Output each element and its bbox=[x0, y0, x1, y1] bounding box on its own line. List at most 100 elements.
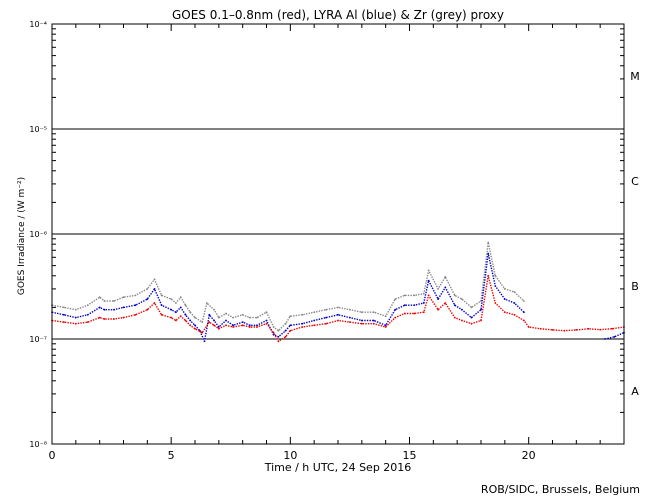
data-point bbox=[232, 324, 235, 327]
data-point bbox=[206, 302, 208, 304]
data-point bbox=[194, 327, 196, 330]
data-point bbox=[203, 340, 206, 343]
data-point bbox=[63, 313, 65, 316]
data-point bbox=[160, 294, 163, 297]
data-point bbox=[189, 319, 192, 322]
series-points bbox=[51, 274, 625, 343]
data-point bbox=[201, 331, 204, 334]
data-point bbox=[453, 316, 456, 319]
data-point bbox=[461, 298, 463, 300]
data-point bbox=[175, 311, 177, 314]
data-point bbox=[86, 304, 89, 307]
data-point bbox=[503, 298, 506, 300]
data-point bbox=[146, 298, 149, 300]
x-tick-label: 10 bbox=[283, 449, 297, 462]
data-point bbox=[74, 322, 77, 325]
data-point bbox=[384, 315, 387, 318]
data-point bbox=[184, 304, 187, 307]
data-point bbox=[427, 269, 430, 272]
data-point bbox=[403, 312, 406, 315]
data-point bbox=[349, 316, 351, 319]
data-point bbox=[575, 329, 578, 331]
data-point bbox=[444, 276, 447, 278]
data-point bbox=[179, 315, 182, 318]
data-point bbox=[241, 321, 244, 323]
data-point bbox=[563, 329, 566, 332]
data-point bbox=[277, 329, 280, 332]
series-layer bbox=[51, 241, 625, 343]
data-point bbox=[480, 308, 482, 311]
data-point bbox=[225, 324, 227, 327]
flare-class-labels: A B C M bbox=[630, 70, 640, 398]
data-point bbox=[301, 322, 304, 325]
data-point bbox=[422, 292, 425, 295]
x-tick-label: 0 bbox=[49, 449, 56, 462]
data-point bbox=[503, 311, 506, 314]
flare-class-label: C bbox=[631, 175, 639, 188]
data-point bbox=[604, 338, 606, 340]
data-point bbox=[194, 324, 196, 327]
data-point bbox=[284, 335, 287, 338]
data-point bbox=[98, 296, 101, 299]
x-tick-label: 20 bbox=[522, 449, 536, 462]
data-point bbox=[175, 319, 177, 322]
data-point bbox=[427, 279, 430, 282]
data-point bbox=[213, 308, 216, 311]
data-point bbox=[153, 302, 156, 304]
data-point bbox=[337, 319, 339, 322]
data-point bbox=[422, 311, 425, 314]
data-point bbox=[217, 316, 220, 319]
data-point bbox=[179, 306, 182, 309]
data-point bbox=[394, 298, 397, 300]
data-point bbox=[613, 335, 616, 338]
data-point bbox=[103, 318, 106, 320]
data-point bbox=[301, 326, 304, 328]
x-tick-label: 5 bbox=[168, 449, 175, 462]
data-point bbox=[248, 316, 251, 319]
data-point bbox=[494, 302, 497, 304]
data-point bbox=[122, 296, 125, 299]
flare-class-lines bbox=[52, 128, 624, 340]
y-axis-label: GOES Irradiance / (W m⁻²) bbox=[17, 177, 27, 295]
data-point bbox=[146, 288, 149, 290]
y-tick-label: 10⁻⁶ bbox=[29, 230, 47, 239]
data-point bbox=[134, 313, 137, 316]
data-point bbox=[523, 300, 525, 302]
data-point bbox=[313, 324, 316, 327]
data-point bbox=[241, 324, 244, 327]
data-point bbox=[153, 278, 156, 281]
data-point bbox=[232, 316, 235, 319]
data-point bbox=[122, 316, 125, 319]
data-point bbox=[256, 324, 258, 327]
data-point bbox=[272, 331, 275, 334]
data-point bbox=[146, 308, 149, 311]
data-point bbox=[248, 326, 251, 328]
data-point bbox=[277, 335, 280, 338]
data-point bbox=[289, 315, 292, 318]
data-point bbox=[284, 329, 287, 332]
data-point bbox=[225, 319, 227, 322]
y-tick-label: 10⁻⁵ bbox=[29, 125, 47, 134]
series-line bbox=[51, 241, 525, 332]
data-point bbox=[437, 288, 439, 290]
data-point bbox=[225, 312, 227, 315]
data-point bbox=[313, 311, 316, 314]
data-point bbox=[487, 252, 490, 255]
flare-class-label: M bbox=[630, 70, 640, 83]
data-point bbox=[265, 322, 268, 325]
data-point bbox=[413, 294, 416, 297]
data-point bbox=[394, 316, 397, 319]
data-point bbox=[217, 326, 220, 328]
data-point bbox=[277, 340, 280, 343]
data-point bbox=[461, 319, 463, 322]
data-point bbox=[444, 302, 447, 304]
data-point bbox=[437, 298, 439, 300]
data-point bbox=[284, 322, 287, 325]
data-point bbox=[74, 308, 77, 311]
data-point bbox=[160, 304, 163, 307]
x-axis: 0 5 10 15 20 bbox=[49, 24, 625, 462]
data-point bbox=[113, 318, 115, 320]
data-point bbox=[384, 326, 387, 328]
data-point bbox=[232, 326, 235, 328]
data-point bbox=[427, 294, 430, 297]
